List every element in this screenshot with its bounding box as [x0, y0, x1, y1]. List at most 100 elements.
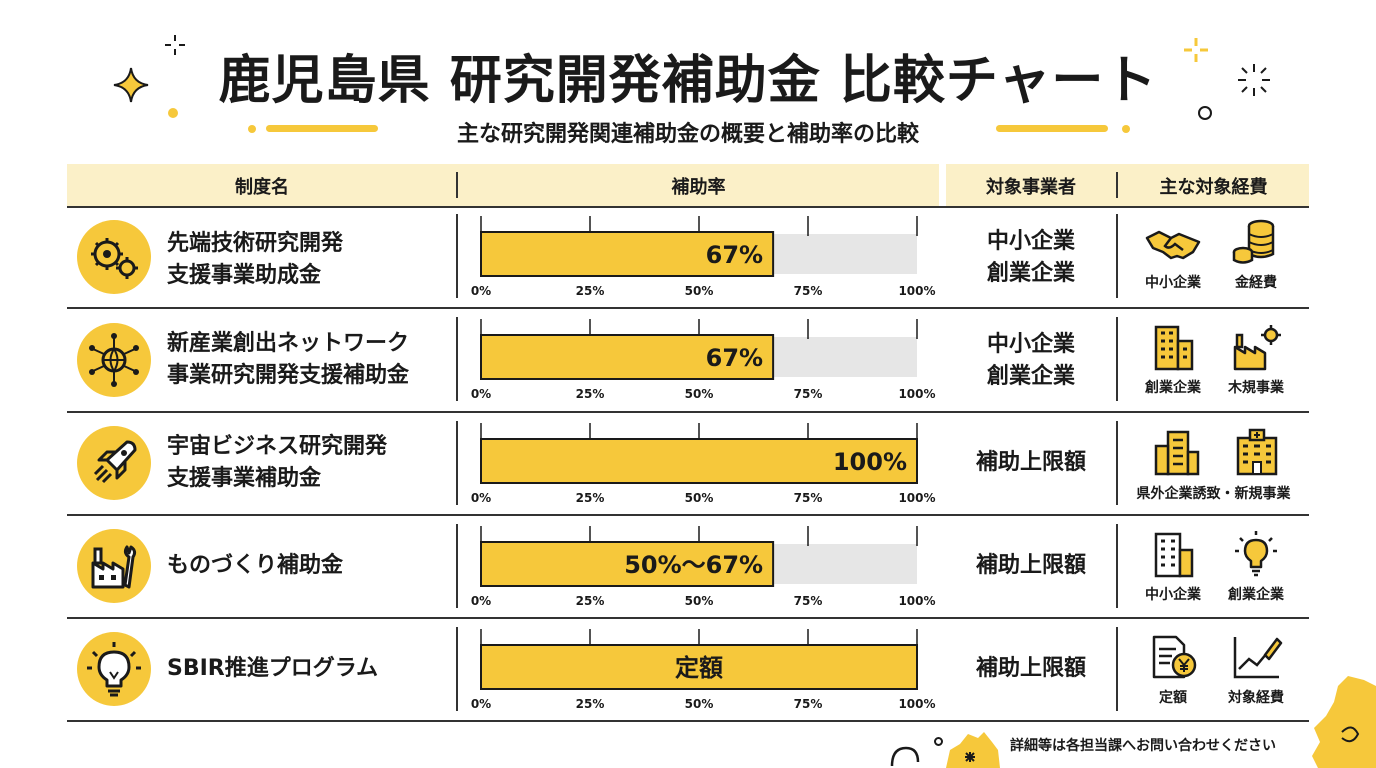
row-divider — [67, 206, 1309, 208]
axis-tick-label: 50% — [685, 697, 714, 711]
bar-value-label: 定額 — [675, 654, 723, 682]
office-building-icon — [1154, 532, 1194, 578]
bar-value-label: 67% — [706, 344, 763, 372]
document-yen-icon — [1152, 635, 1197, 679]
header-separator — [456, 172, 458, 198]
sparkle-icon — [113, 67, 149, 103]
subtitle-dot-left — [248, 125, 256, 133]
axis-tick-label: 100% — [898, 284, 935, 298]
program-name-line: 先端技術研究開発 — [167, 231, 344, 256]
axis-tick-label: 0% — [471, 697, 491, 711]
axis-tick-label: 100% — [898, 491, 935, 505]
column-separator — [1116, 214, 1118, 298]
expense-item: 創業企業 — [1216, 530, 1296, 604]
expense-label: 定額 — [1159, 690, 1187, 706]
bar-value-label: 50%〜67% — [624, 551, 763, 579]
target-line: 補助上限額 — [975, 553, 1086, 578]
axis-tick-label: 100% — [898, 594, 935, 608]
program-name-line: 支援事業補助金 — [167, 466, 322, 491]
footer-note: 詳細等は各担当課へお問い合わせください — [1010, 738, 1276, 754]
axis-tick-label: 75% — [794, 284, 823, 298]
axis-tick-label: 25% — [576, 387, 605, 401]
axis-tick-label: 50% — [685, 284, 714, 298]
page-subtitle: 主な研究開発関連補助金の概要と補助率の比較 — [456, 122, 919, 147]
header-bar-target — [946, 164, 1309, 206]
rate-bar — [480, 644, 918, 690]
row-divider — [67, 617, 1309, 619]
hospital-building-icon — [1236, 428, 1278, 476]
expense-item: 中小企業 — [1133, 530, 1213, 604]
column-separator — [456, 214, 458, 298]
axis-tick-label: 75% — [794, 491, 823, 505]
program-name: 先端技術研究開発 支援事業助成金 — [167, 228, 343, 292]
target-line: 中小企業 — [986, 229, 1075, 254]
expense-label: 対象経費 — [1228, 690, 1284, 706]
target-cell: 中小企業 創業企業 — [946, 226, 1116, 290]
bar-value-label: 67% — [706, 241, 763, 269]
expense-label: 創業企業 — [1228, 587, 1284, 603]
expense-item: 金経費 — [1216, 218, 1296, 292]
subtitle-line-right — [996, 125, 1108, 132]
program-name-line: 支援事業助成金 — [167, 263, 322, 288]
target-line: 創業企業 — [986, 261, 1075, 286]
sparkle-plus-icon — [1184, 38, 1208, 62]
expense-item: 定額 — [1133, 633, 1213, 707]
axis-tick-label: 0% — [471, 594, 491, 608]
rocket-icon — [77, 426, 151, 500]
axis-tick-label: 0% — [471, 284, 491, 298]
coins-icon — [1232, 219, 1275, 264]
gears-icon — [77, 220, 151, 294]
expense-item: 創業企業 — [1133, 323, 1213, 397]
target-line: 補助上限額 — [975, 450, 1086, 475]
expense-item: 木規事業 — [1216, 323, 1296, 397]
subtitle-dot-right — [1122, 125, 1130, 133]
column-separator — [456, 627, 458, 711]
expense-item: 中小企業 — [1133, 222, 1213, 292]
expense-item — [1142, 428, 1212, 476]
header-name: 制度名 — [235, 177, 289, 198]
rate-bar — [480, 231, 775, 277]
chart-pen-icon — [1233, 637, 1283, 679]
column-separator — [1116, 421, 1118, 505]
axis-tick-label: 25% — [576, 491, 605, 505]
column-separator — [456, 524, 458, 608]
column-separator — [1116, 317, 1118, 401]
axis-tick-label: 75% — [794, 697, 823, 711]
column-separator — [456, 317, 458, 401]
building-icon — [1154, 325, 1194, 371]
network-globe-icon — [77, 323, 151, 397]
header-target: 対象事業者 — [986, 177, 1076, 198]
axis-tick-label: 25% — [576, 594, 605, 608]
burst-icon — [1238, 64, 1270, 96]
rate-bar — [480, 438, 918, 484]
axis-tick-label: 50% — [685, 387, 714, 401]
lightbulb-icon — [77, 632, 151, 706]
axis-tick-label: 50% — [685, 594, 714, 608]
column-separator — [1116, 524, 1118, 608]
expense-label: 創業企業 — [1145, 380, 1201, 396]
row-divider — [67, 514, 1309, 516]
factory-wrench-icon — [77, 529, 151, 603]
bar-value-label: 100% — [833, 448, 907, 476]
expense-item — [1222, 428, 1292, 476]
axis-tick-label: 75% — [794, 594, 823, 608]
decor-ring-icon — [890, 746, 920, 767]
target-line: 中小企業 — [986, 332, 1075, 357]
rate-bar — [480, 541, 775, 587]
column-separator — [1116, 627, 1118, 711]
row-divider — [67, 411, 1309, 413]
program-name: 宇宙ビジネス研究開発 支援事業補助金 — [167, 431, 387, 495]
target-line: 創業企業 — [986, 364, 1075, 389]
header-bar-main — [67, 164, 939, 206]
program-name: 新産業創出ネットワーク 事業研究開発支援補助金 — [167, 328, 409, 392]
program-name-line: 宇宙ビジネス研究開発 — [167, 434, 388, 459]
sparkle-plus-icon — [165, 35, 185, 55]
subtitle-line-left — [266, 125, 378, 132]
target-cell: 中小企業 創業企業 — [946, 329, 1116, 393]
expense-caption: 県外企業誘致・新規事業 — [1136, 486, 1291, 502]
axis-tick-label: 25% — [576, 697, 605, 711]
target-line: 補助上限額 — [975, 656, 1086, 681]
column-separator — [456, 421, 458, 505]
target-cell: 補助上限額 — [946, 447, 1116, 479]
